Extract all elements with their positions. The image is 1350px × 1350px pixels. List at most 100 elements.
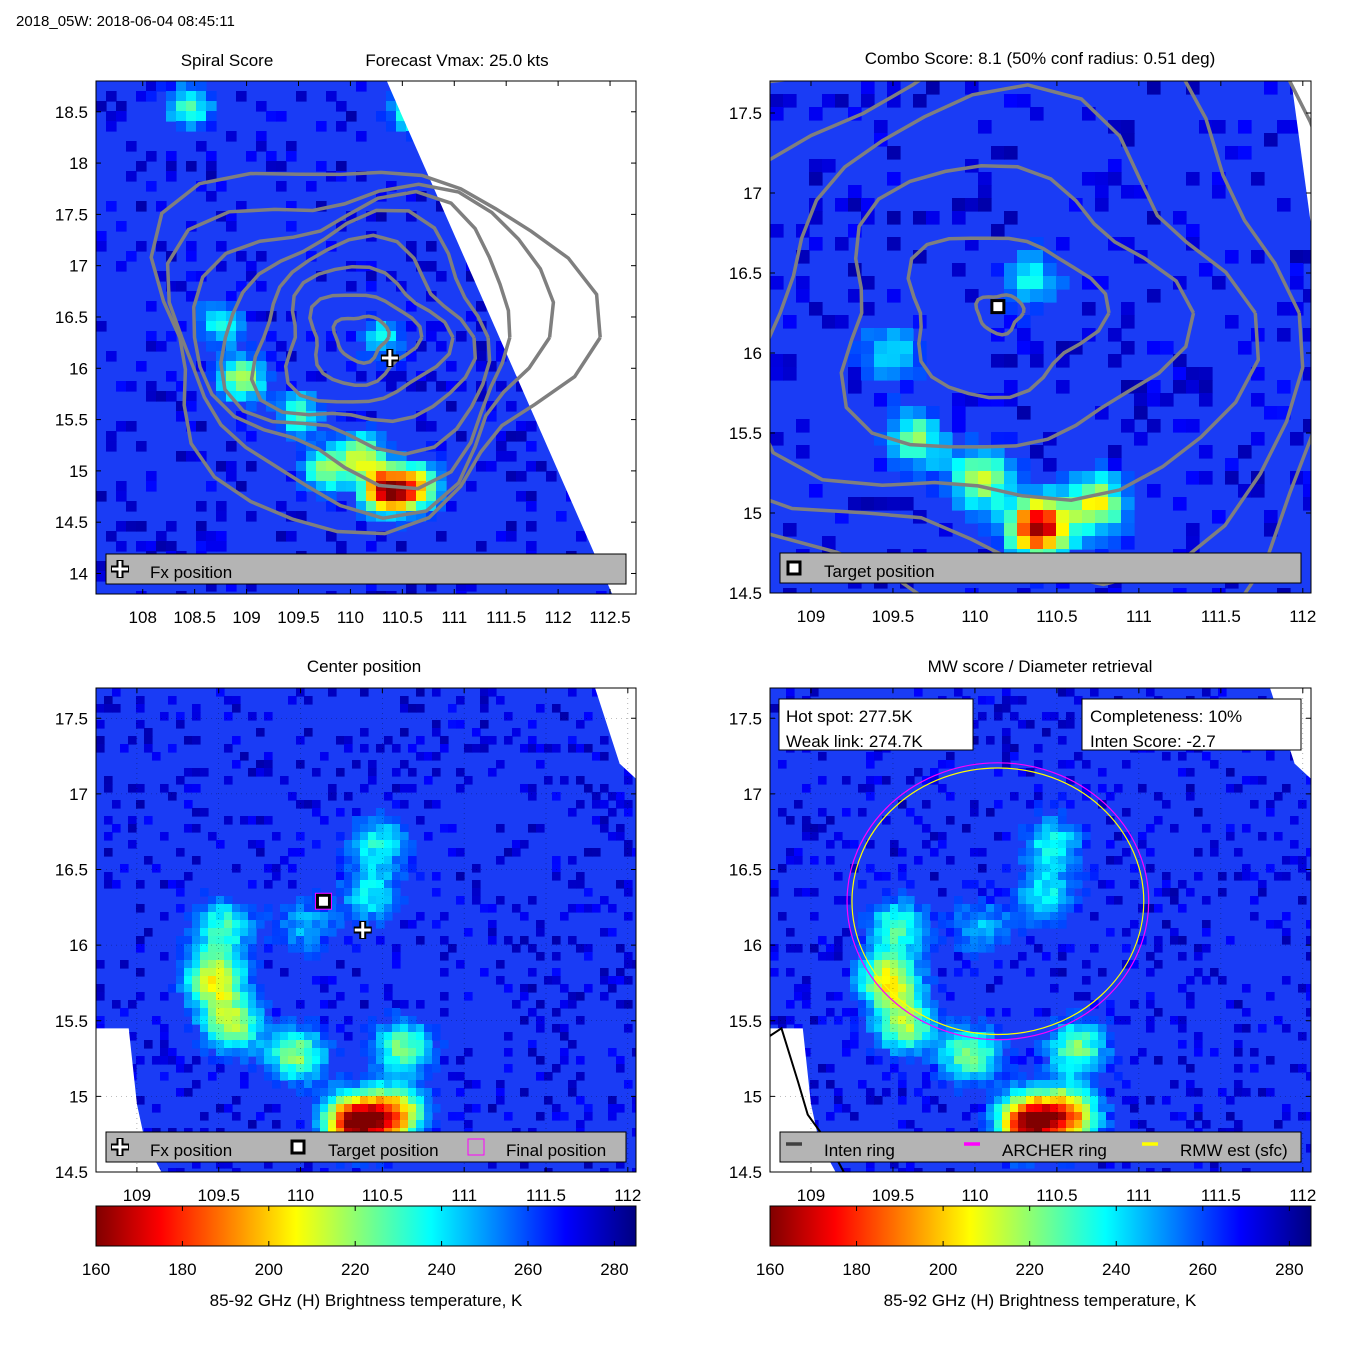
field-cell [344, 848, 353, 857]
field-cell [286, 411, 297, 422]
field-cell [962, 1072, 971, 1081]
field-cell [216, 992, 225, 1001]
field-cell [906, 1008, 915, 1017]
field-cell [802, 816, 811, 825]
field-cell [256, 361, 267, 372]
field-cell [326, 431, 337, 442]
field-cell [882, 944, 891, 953]
field-cell [922, 1096, 931, 1105]
field-cell [858, 944, 867, 953]
field-cell [898, 976, 907, 985]
field-cell [1146, 1000, 1155, 1009]
x-tick-label: 111.5 [526, 1186, 566, 1205]
field-cell [312, 1024, 321, 1033]
field-cell [922, 920, 931, 929]
field-cell [344, 1032, 353, 1041]
field-cell [786, 688, 795, 697]
field-cell [600, 992, 609, 1001]
field-cell [360, 744, 369, 753]
field-cell [1058, 688, 1067, 697]
field-cell [376, 321, 387, 332]
field-cell [1030, 484, 1044, 498]
field-cell [978, 1080, 987, 1089]
field-cell [882, 1024, 891, 1033]
field-cell [1018, 1080, 1027, 1089]
field-cell [1306, 1112, 1311, 1121]
field-cell [986, 1040, 995, 1049]
field-cell [1017, 523, 1031, 537]
field-cell [296, 1072, 305, 1081]
field-cell [256, 984, 265, 993]
field-cell [608, 1048, 617, 1057]
field-cell [560, 776, 569, 785]
field-cell [192, 904, 201, 913]
field-cell [866, 904, 875, 913]
y-tick-label: 15.5 [55, 1012, 88, 1031]
field-cell [882, 976, 891, 985]
field-cell [922, 1000, 931, 1009]
field-cell [280, 928, 289, 937]
field-cell [1018, 848, 1027, 857]
field-cell [360, 856, 369, 865]
field-cell [216, 1000, 225, 1009]
field-cell [970, 880, 979, 889]
field-cell [304, 1024, 313, 1033]
field-cell [192, 1080, 201, 1089]
field-cell [276, 531, 287, 542]
field-cell [248, 944, 257, 953]
field-cell [526, 541, 537, 552]
field-cell [352, 848, 361, 857]
field-cell [978, 458, 992, 472]
field-cell [1202, 688, 1211, 697]
field-cell [906, 976, 915, 985]
field-cell [978, 912, 987, 921]
field-cell [456, 784, 465, 793]
field-cell [216, 1160, 225, 1169]
field-cell [392, 1096, 401, 1105]
field-cell [1082, 1056, 1091, 1065]
field-cell [432, 800, 441, 809]
field-cell [994, 768, 1003, 777]
legend: Inten ring ARCHER ring RMW est (sfc) [779, 1131, 1302, 1163]
field-cell [866, 1016, 875, 1025]
field-cell [208, 896, 217, 905]
field-cell [272, 1064, 281, 1073]
field-cell [576, 776, 585, 785]
field-cell [116, 261, 127, 272]
field-cell [192, 784, 201, 793]
field-cell [136, 904, 145, 913]
field-cell [978, 1040, 987, 1049]
field-cell [1121, 341, 1135, 355]
field-cell [1026, 1048, 1035, 1057]
field-cell [954, 896, 963, 905]
field-cell [326, 481, 337, 492]
field-cell [1082, 832, 1091, 841]
field-cell [246, 401, 257, 412]
field-cell [246, 381, 257, 392]
field-cell [136, 720, 145, 729]
field-cell [939, 432, 953, 446]
field-cell [1002, 760, 1011, 769]
field-cell [1017, 406, 1031, 420]
field-cell [144, 816, 153, 825]
field-cell [1002, 1008, 1011, 1017]
field-cell [392, 952, 401, 961]
field-cell [1106, 928, 1115, 937]
field-cell [1056, 510, 1070, 524]
field-cell [1017, 471, 1031, 485]
field-cell [834, 1104, 843, 1113]
field-cell [356, 491, 367, 502]
field-cell [994, 936, 1003, 945]
field-cell [1238, 146, 1252, 160]
field-cell [1018, 1056, 1027, 1065]
field-cell [160, 1024, 169, 1033]
field-cell [970, 1048, 979, 1057]
field-cell [1066, 712, 1075, 721]
field-cell [176, 968, 185, 977]
field-cell [874, 944, 883, 953]
field-cell [994, 928, 1003, 937]
field-cell [1306, 984, 1311, 993]
field-cell [1026, 800, 1035, 809]
field-cell [280, 936, 289, 945]
pressure-contour [308, 293, 424, 387]
